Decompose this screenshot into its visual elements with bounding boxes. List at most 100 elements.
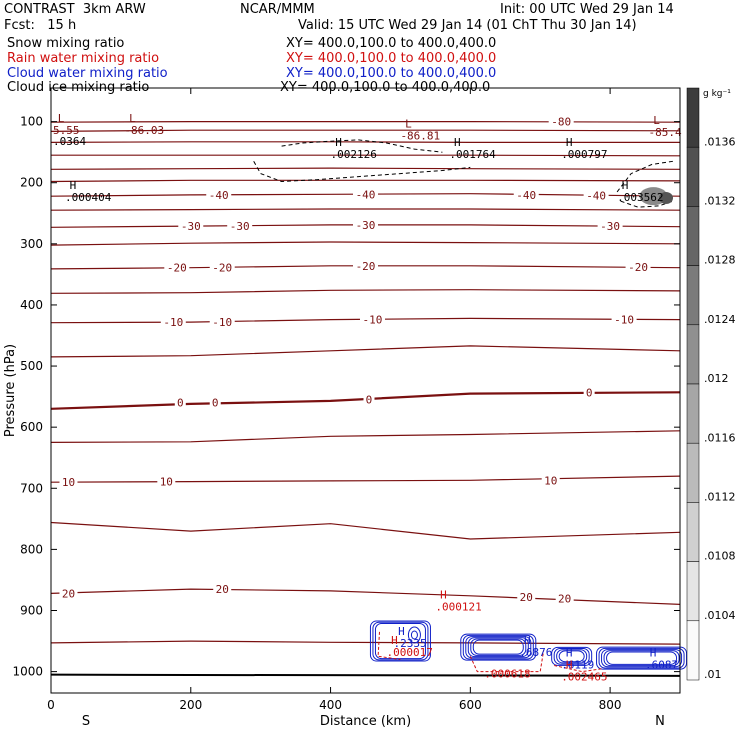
- extremum-marker: H: [335, 136, 342, 149]
- colorbar-cell: [686, 265, 700, 326]
- isotherm-label: -10: [163, 316, 183, 329]
- extremum-marker: H: [566, 136, 573, 149]
- y-tick-label: 600: [20, 420, 43, 434]
- isotherm-label: -30: [230, 220, 250, 233]
- isotherm-line: [50, 224, 681, 228]
- y-axis-label: Pressure (hPa): [3, 344, 18, 437]
- ground-line: [50, 673, 681, 677]
- isotherm-label-bg: [157, 475, 176, 488]
- center-title: NCAR/MMM: [240, 2, 315, 17]
- extremum-marker: L: [58, 112, 65, 125]
- isotherm-label-bg: [209, 396, 221, 409]
- extremum-value: .0364: [53, 135, 86, 148]
- isotherm-line: [50, 640, 681, 645]
- isotherm-label: -30: [356, 219, 376, 232]
- extremum-marker: H: [566, 659, 573, 672]
- colorbar-cell: [686, 620, 700, 681]
- cloud-water-contour: [470, 638, 527, 656]
- forecast-hour: Fcst: 15 h: [4, 18, 77, 33]
- x-tick-label: 800: [599, 698, 622, 712]
- rain-contour: [554, 665, 604, 673]
- colorbar: .0136 .0132 .0128 .0124 .012 .0116 .0112 .0108.…: [686, 87, 736, 681]
- extremum-value: -85.4: [649, 126, 682, 139]
- cloud-water-contour: [596, 646, 688, 670]
- extremum-marker: L: [129, 112, 136, 125]
- colorbar-tick-label: .0136: [704, 135, 736, 148]
- extremum-value: .000017: [386, 646, 432, 659]
- colorbar-cell: [686, 442, 700, 503]
- colorbar-cell: [686, 383, 700, 444]
- colorbar-unit: g kg⁻¹: [703, 89, 731, 99]
- isotherm-line: [50, 120, 681, 123]
- cloud-water-contour: [372, 621, 429, 661]
- plot-frame: [50, 87, 681, 694]
- colorbar-tick-label: .0116: [704, 431, 736, 444]
- y-tick-label: 1000: [12, 665, 43, 679]
- isotherm-line: [51, 154, 681, 157]
- isotherm-label-bg: [209, 261, 235, 274]
- isotherm-label: -40: [356, 188, 376, 201]
- isotherm-label-bg: [583, 386, 595, 399]
- isotherm-label: 20: [62, 587, 75, 600]
- isotherm-label: -30: [600, 220, 620, 233]
- rain-contour: [469, 650, 545, 673]
- isotherm-label-bg: [209, 316, 235, 329]
- isotherm-label: 0: [366, 394, 373, 407]
- isotherm-line: [50, 345, 681, 358]
- ice-contour: [253, 161, 471, 183]
- extremum-value: 5.55: [53, 124, 80, 137]
- isotherm-label: 20: [520, 591, 533, 604]
- isotherm-label: -40: [586, 190, 606, 203]
- isotherm-label: -10: [212, 316, 232, 329]
- extremum-value: .2335: [393, 637, 426, 650]
- extremum-value: .000121: [435, 600, 481, 613]
- isotherm-line: [50, 289, 681, 294]
- isotherm-label-bg: [517, 591, 536, 604]
- isotherm-label-bg: [555, 592, 574, 605]
- cloud-water-contour: [374, 622, 426, 660]
- cloud-water-contour: [556, 649, 588, 664]
- cloud-water-contour: [410, 630, 418, 640]
- y-tick-label: 700: [20, 481, 43, 495]
- x-axis-label: Distance (km): [320, 714, 411, 729]
- isotherm-label: -10: [614, 314, 634, 327]
- isotherm-label: 20: [558, 592, 571, 605]
- ice-contour: [616, 160, 674, 193]
- north-endpoint: N: [655, 714, 665, 729]
- isotherm-label-bg: [541, 474, 560, 487]
- isotherm-label: -20: [212, 262, 232, 275]
- extremum-marker: H: [391, 634, 398, 647]
- extremum-marker: H: [454, 136, 461, 149]
- isotherm-label: -40: [209, 189, 229, 202]
- colorbar-tick-label: .0124: [704, 313, 736, 326]
- valid-time: Valid: 15 UTC Wed 29 Jan 14 (01 ChT Thu …: [298, 18, 637, 33]
- ice-contour: [620, 200, 674, 208]
- field-xy-cloud-water: XY= 400.0,100.0 to 400.0,400.0: [286, 66, 497, 81]
- isotherm-line: [50, 167, 681, 170]
- isotherm-label-bg: [353, 188, 378, 201]
- south-endpoint: S: [82, 714, 90, 729]
- extremum-value: .000797: [561, 148, 607, 161]
- extremum-marker: H: [70, 179, 77, 192]
- plot-area: -80 -40 -40 -40 -40 -30 -30 -30 -30 -20 -20 -20 -20 -…: [50, 112, 688, 684]
- isotherm-line: [50, 317, 681, 324]
- isotherm-label: -80: [551, 116, 571, 129]
- extremum-value: .003562: [617, 191, 663, 204]
- isotherm-label-bg: [59, 476, 78, 489]
- isotherm-label: -20: [356, 260, 376, 273]
- isotherm-label: 10: [544, 474, 557, 487]
- extremum-value: .002126: [331, 148, 377, 161]
- isotherm-line: [50, 241, 681, 246]
- isotherm-label-bg: [174, 396, 186, 409]
- isotherm-label: -10: [363, 314, 383, 327]
- x-tick-label: 0: [47, 698, 55, 712]
- isotherm-label: 10: [160, 476, 173, 489]
- y-tick-label: 800: [20, 542, 43, 556]
- isotherm-label: 0: [586, 386, 593, 399]
- extremum-value: .6119: [561, 658, 594, 671]
- extremum-value: .000618: [484, 668, 530, 681]
- y-tick-label: 400: [20, 298, 43, 312]
- isotherm-label-bg: [178, 220, 204, 233]
- extremum-marker: L: [405, 118, 412, 131]
- isotherm-line: [50, 391, 681, 410]
